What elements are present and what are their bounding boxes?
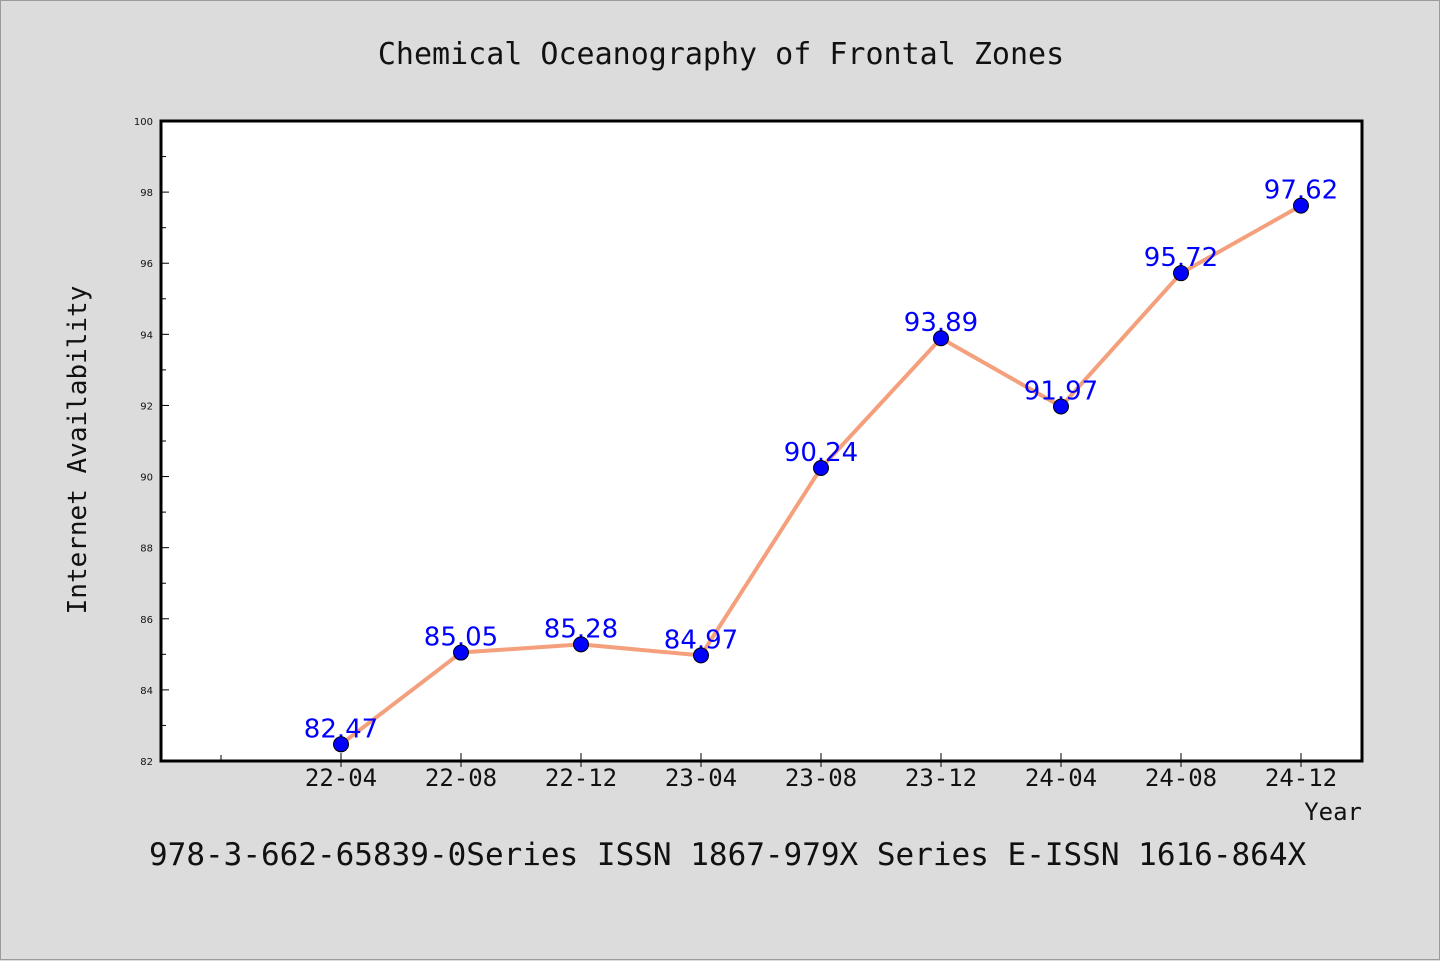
y-tick-label: 100: [134, 117, 153, 128]
y-tick-label: 88: [140, 544, 153, 555]
y-axis-label: Internet Availability: [63, 286, 93, 615]
chart-title: Chemical Oceanography of Frontal Zones: [378, 37, 1064, 72]
data-point-marker: [813, 460, 829, 477]
data-point-marker: [1173, 265, 1189, 282]
y-tick-label: 84: [140, 686, 153, 697]
x-tick-label: 22-12: [545, 764, 617, 792]
y-tick-label: 90: [140, 473, 153, 484]
y-tick-label: 82: [140, 757, 153, 768]
x-axis-ticks: 22-04 22-08 22-12 23-04 23-08 23-12 24-04 24-08…: [220, 753, 1337, 792]
x-axis-label: Year: [1304, 798, 1362, 826]
x-tick-label: 22-08: [425, 764, 497, 792]
y-axis-ticks: 82 84 86 88 90 92 94 96 98 100: [134, 117, 169, 768]
data-point-marker: [333, 736, 349, 753]
x-tick-label: 22-04: [305, 764, 377, 792]
y-tick-label: 94: [140, 330, 153, 341]
data-point-marker: [1293, 197, 1309, 214]
x-tick-label: 24-08: [1145, 764, 1217, 792]
x-tick-label: 23-08: [785, 764, 857, 792]
data-point-marker: [573, 636, 589, 653]
x-tick-label: 23-12: [905, 764, 977, 792]
x-tick-label: 23-04: [665, 764, 737, 792]
data-point-marker: [933, 330, 949, 347]
x-tick-label: 24-12: [1265, 764, 1337, 792]
data-markers: [333, 197, 1309, 753]
data-point-marker: [1053, 398, 1069, 415]
data-point-marker: [693, 647, 709, 664]
data-point-marker: [453, 644, 469, 661]
x-tick-label: 24-04: [1025, 764, 1097, 792]
y-tick-label: 98: [140, 188, 153, 199]
y-tick-label: 86: [140, 615, 153, 626]
plot-area: [159, 119, 1364, 763]
footer-isbn-issn: 978-3-662-65839-0Series ISSN 1867-979X S…: [149, 837, 1306, 873]
y-tick-label: 96: [140, 259, 153, 270]
y-tick-label: 92: [140, 401, 153, 412]
